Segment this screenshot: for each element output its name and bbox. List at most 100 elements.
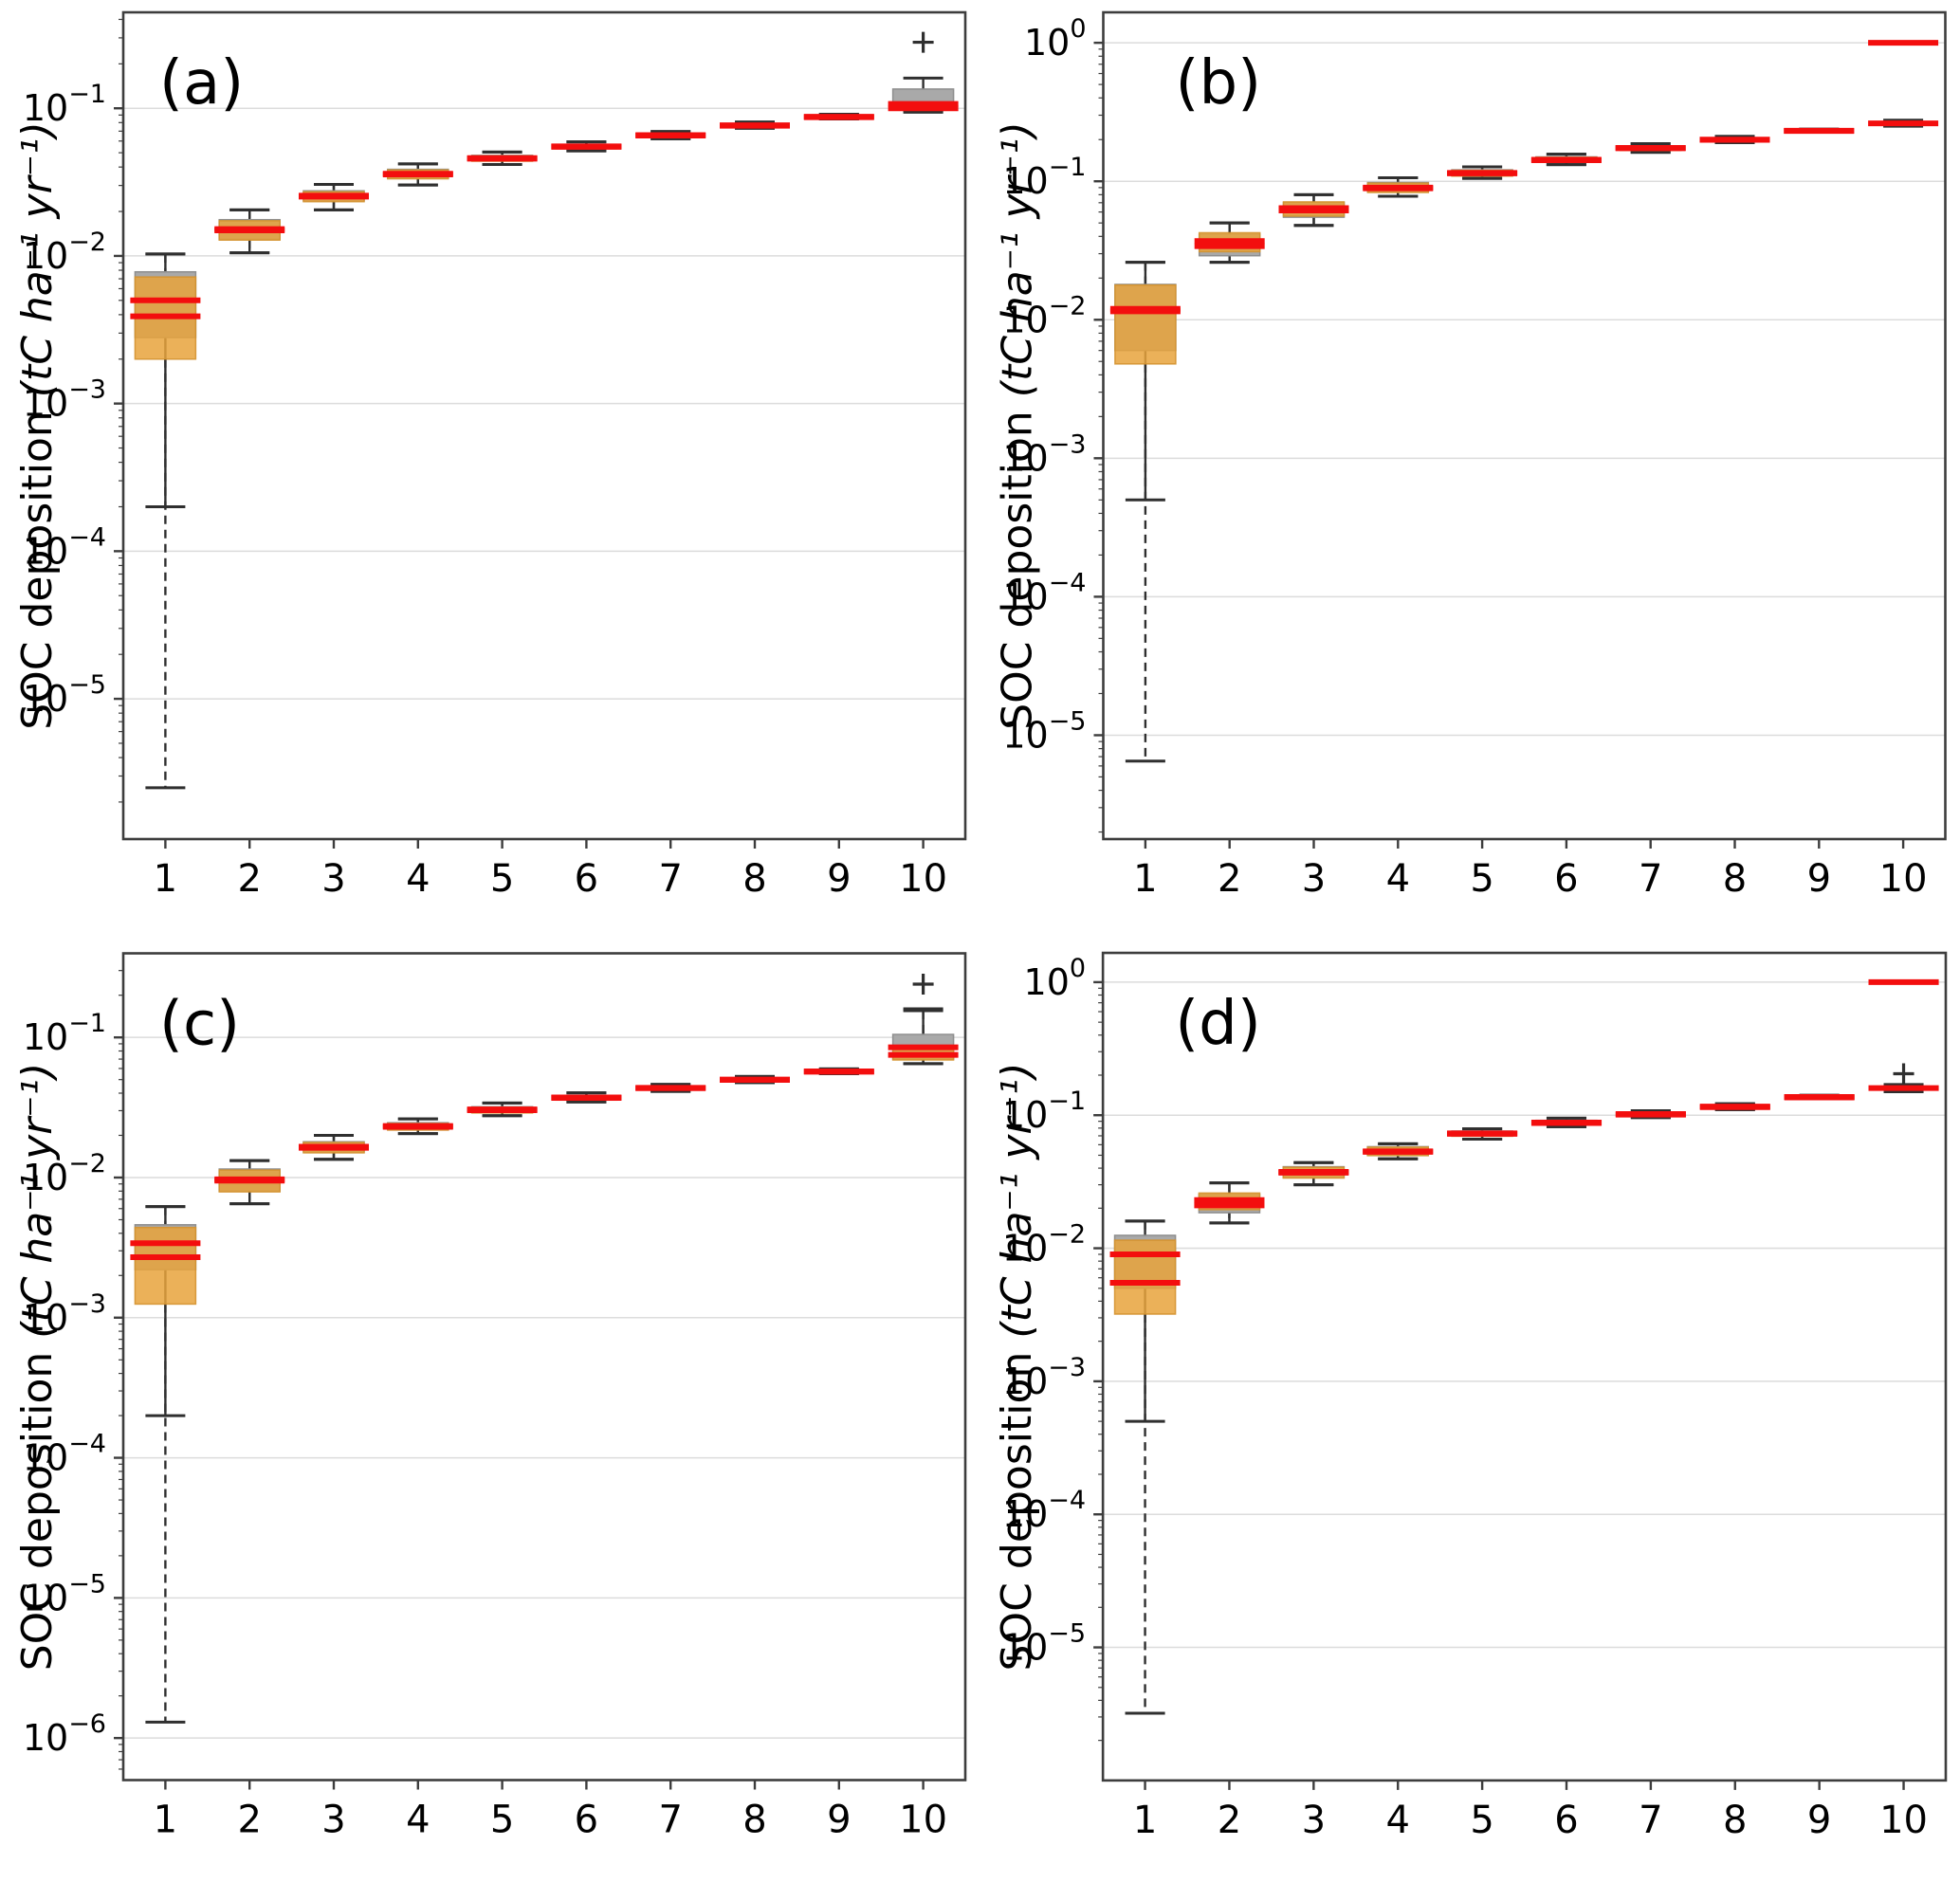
orange-box: [1113, 1239, 1177, 1315]
boxplot-category-3: [1278, 192, 1349, 228]
x-tick-label: 7: [658, 1799, 682, 1842]
y-axis-label: SOC deposition (tC ha⁻¹ yr⁻¹): [13, 1063, 62, 1672]
panel-a: 10−1 10−2 10−3 10−4 10−5 1 2 3 4 5 6 7 8 9 10 (a) SOC de…: [0, 0, 980, 941]
x-tick-label: 2: [1218, 1799, 1241, 1842]
x-tick-label: 1: [1133, 1799, 1157, 1842]
plot-border: [121, 10, 967, 841]
boxplot-category-9: [1784, 127, 1855, 135]
boxplot-category-6: [551, 1091, 622, 1104]
y-tick-label: 10−2: [23, 228, 106, 277]
x-tick-label: 1: [154, 857, 177, 901]
boxplot-category-1: [1109, 1219, 1181, 1715]
x-tick-label: 10: [1879, 857, 1928, 901]
x-tick-label: 10: [1879, 1799, 1928, 1842]
y-tick-label: 10−1: [1002, 153, 1086, 202]
x-tick-label: 4: [1385, 1799, 1409, 1842]
x-tick-label: 1: [154, 1799, 177, 1842]
boxplot-category-2: [1194, 1181, 1265, 1225]
boxplot-category-2: [214, 1159, 285, 1206]
x-tick-label: 8: [1723, 1799, 1747, 1842]
panel-label: (a): [159, 48, 244, 119]
boxplot-category-3: [299, 1133, 369, 1161]
boxplot-category-5: [467, 1101, 538, 1118]
x-tick-label: 5: [490, 857, 514, 901]
boxplot-category-10: [888, 973, 959, 1066]
outlier-plus-marker: [912, 31, 934, 53]
boxplot-category-8: [720, 1074, 790, 1085]
boxplot-category-1: [130, 1205, 201, 1724]
boxplot-category-1: [1109, 261, 1181, 763]
boxplot-category-9: [803, 112, 874, 121]
panel-label: (c): [159, 990, 240, 1060]
x-tick-label: 9: [1807, 857, 1831, 901]
x-tick-label: 3: [1302, 857, 1326, 901]
boxplot-category-8: [1699, 1102, 1770, 1111]
y-tick-label: 10−2: [23, 1149, 106, 1198]
outlier-plus-marker: [912, 973, 934, 995]
y-tick-label: 100: [1024, 14, 1087, 64]
x-tick-label: 10: [899, 1799, 947, 1842]
plot-border: [1101, 951, 1948, 1782]
y-tick-label: 10−6: [23, 1709, 106, 1759]
x-tick-label: 8: [742, 857, 766, 901]
orange-box: [1114, 283, 1177, 365]
y-tick-label: 10−4: [23, 522, 106, 572]
boxplot-category-4: [382, 162, 453, 187]
panel-label: (b): [1176, 48, 1262, 119]
boxplot-category-6: [1530, 1116, 1603, 1128]
boxplot-category-6: [1530, 153, 1602, 167]
panel-d: 100 10−1 10−2 10−3 10−4 10−5 1 2 3 4 5 6 7 8 9 10 (d) SOC…: [980, 941, 1960, 1882]
boxplot-category-9: [803, 1067, 874, 1076]
boxplot-category-5: [467, 150, 538, 167]
x-tick-label: 1: [1133, 857, 1157, 901]
x-tick-label: 7: [1639, 857, 1662, 901]
x-tick-label: 9: [827, 857, 851, 901]
x-tick-label: 4: [1386, 857, 1410, 901]
x-tick-label: 7: [658, 857, 682, 901]
x-tick-label: 7: [1639, 1799, 1662, 1842]
x-tick-label: 5: [1470, 857, 1493, 901]
boxplot-category-2: [1194, 221, 1265, 265]
x-tick-label: 9: [827, 1799, 851, 1842]
x-tick-label: 5: [490, 1799, 514, 1842]
boxplot-category-8: [1699, 135, 1770, 144]
orange-box: [134, 1226, 197, 1306]
y-tick-label: 10−3: [1002, 1353, 1086, 1402]
boxplot-category-4: [382, 1117, 453, 1136]
y-tick-label: 100: [1024, 954, 1087, 1003]
boxplot-category-10: [1868, 40, 1939, 128]
x-tick-label: 3: [1302, 1799, 1326, 1842]
x-tick-label: 4: [406, 857, 430, 901]
boxplot-category-2: [214, 208, 285, 255]
boxplot-category-5: [1447, 1127, 1518, 1142]
x-tick-label: 3: [321, 1799, 345, 1842]
x-tick-label: 2: [237, 1799, 261, 1842]
plot-border: [121, 952, 967, 1782]
x-tick-label: 8: [742, 1799, 766, 1842]
boxplot-category-7: [1615, 1109, 1686, 1120]
boxplot-category-3: [1278, 1160, 1349, 1187]
x-tick-label: 6: [575, 1799, 598, 1842]
boxplot-category-7: [1615, 141, 1686, 155]
panel-c-plot: 10−110−210−310−410−510−61 2 3 4 5 6 7 8 9 10(c)SO…: [13, 952, 967, 1842]
x-tick-label: 6: [1554, 1799, 1578, 1842]
y-tick-label: 10−2: [1002, 291, 1086, 340]
y-tick-label: 10−4: [23, 1430, 106, 1479]
x-tick-label: 2: [1218, 857, 1241, 901]
panel-label: (d): [1175, 989, 1261, 1059]
y-axis-label: SOC deposition (tC ha⁻¹ yr⁻¹): [994, 121, 1042, 730]
y-axis-label: SOC deposition (tC ha⁻¹ yr⁻¹): [13, 121, 62, 730]
boxplot-category-4: [1363, 176, 1434, 198]
boxplot-category-7: [635, 1083, 706, 1093]
boxplot-category-1: [130, 252, 201, 790]
y-tick-label: 10−1: [23, 1009, 106, 1058]
panel-b: 100 10−1 10−2 10−3 10−4 10−5 1 2 3 4 5 6 7 8 9 10 (b) SOC…: [980, 0, 1960, 941]
boxplot-category-10: [888, 31, 959, 114]
panel-c: 10−1 10−2 10−3 10−4 10−5 10−6 1 2 3 4 5 6 7 8 9 10 (c) SO…: [0, 941, 980, 1882]
x-tick-label: 5: [1470, 1799, 1493, 1842]
x-tick-label: 3: [321, 857, 345, 901]
